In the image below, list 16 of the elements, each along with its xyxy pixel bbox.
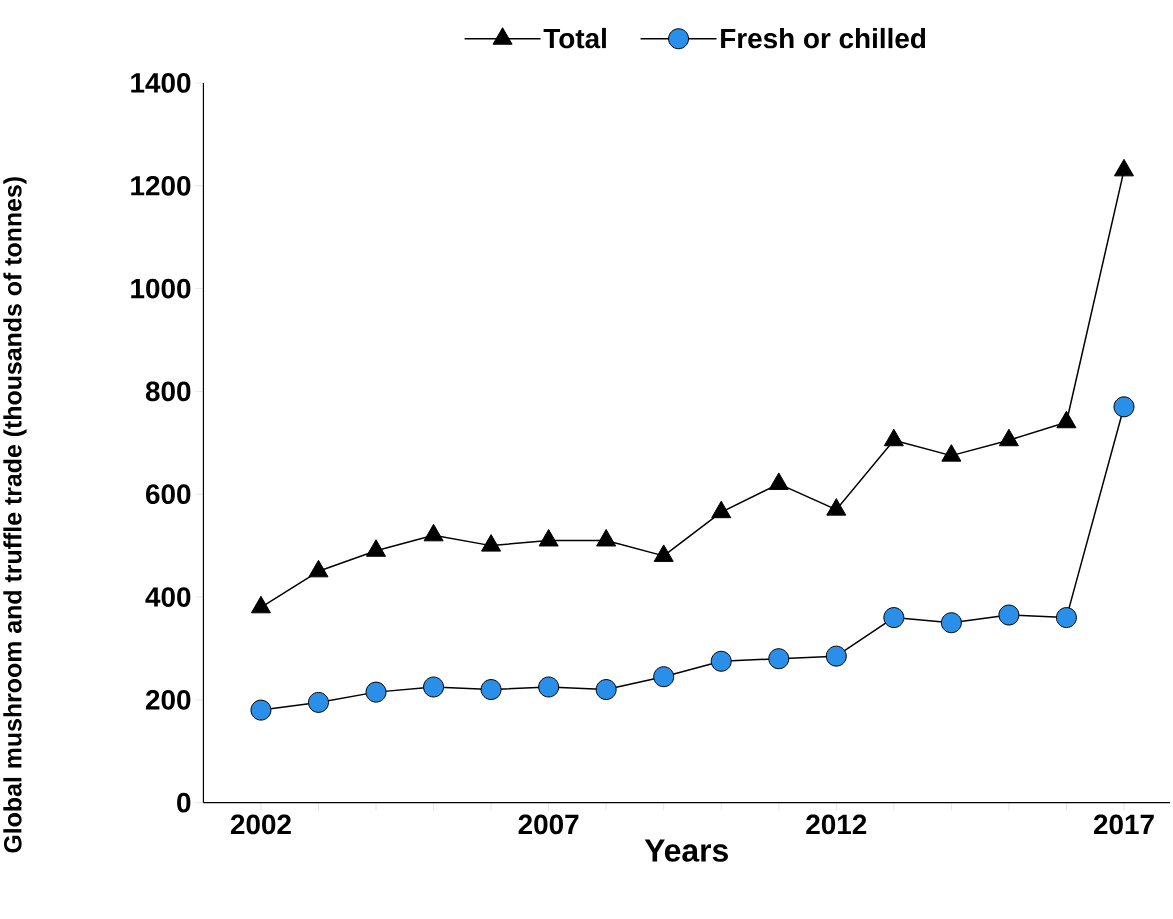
y-axis-title: Global mushroom and truffle trade (thousands of tonnes): [3, 177, 27, 853]
x-tick-label: 2002: [230, 814, 291, 835]
y-tick-label: 0: [177, 792, 191, 813]
y-tick-label: 800: [145, 381, 191, 402]
x-axis-title: Years: [644, 839, 728, 862]
y-tick-label: 200: [145, 690, 191, 710]
x-tick-label: 2007: [518, 814, 579, 835]
y-tick-label: 1000: [131, 278, 191, 299]
legend-label: Total: [543, 28, 606, 49]
y-tick-label: 600: [146, 484, 191, 505]
legend-label: Fresh or chilled: [721, 28, 926, 49]
x-tick-label: 2017: [1093, 814, 1154, 835]
y-tick-label: 400: [145, 587, 191, 608]
y-tick-label: 1400: [131, 73, 191, 94]
y-tick-label: 1200: [131, 176, 191, 196]
x-tick-label: 2012: [806, 814, 867, 835]
